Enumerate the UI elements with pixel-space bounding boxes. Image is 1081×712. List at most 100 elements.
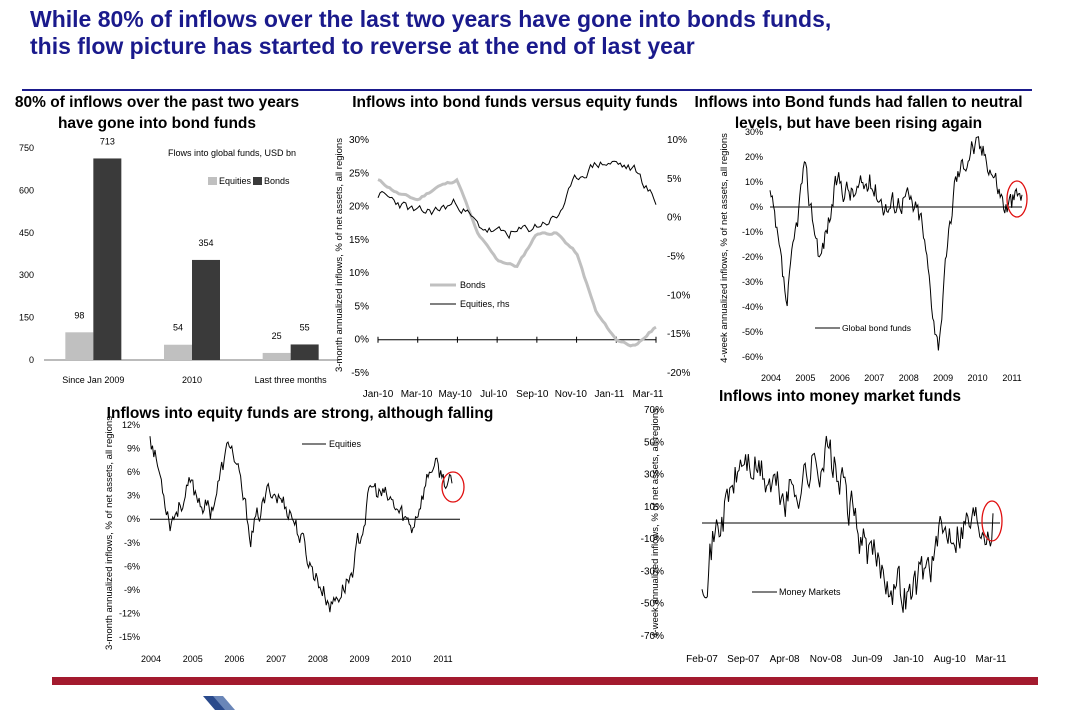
- mm-highlight-circle: [981, 500, 1003, 542]
- bar-ytick: 600: [19, 185, 34, 195]
- bar-ytick: 300: [19, 270, 34, 280]
- bar-equities: [164, 344, 192, 360]
- bondfund-ytick: -10%: [742, 227, 763, 237]
- mm-legend-label: Money Markets: [779, 587, 841, 597]
- bondfund-ytick: -60%: [742, 352, 763, 362]
- bar-category-label: Since Jan 2009: [62, 375, 124, 385]
- panel-title-money-market: Inflows into money market funds: [719, 388, 961, 405]
- mm-ylabel: 4-week annualized inflows, % of net asse…: [650, 408, 661, 638]
- bar-data-label: 25: [272, 331, 282, 341]
- bve-right-ytick: -15%: [667, 329, 690, 340]
- eqfund-ytick: -12%: [119, 608, 140, 618]
- bar-bonds: [290, 344, 319, 360]
- footer-rule: [52, 677, 1038, 685]
- bve-left-ytick: 20%: [349, 202, 369, 213]
- bve-left-ytick: -5%: [351, 368, 369, 379]
- bve-right-ytick: -5%: [667, 252, 685, 263]
- bar-legend-swatch: [208, 177, 217, 185]
- header-line-1: While 80% of inflows over the last two y…: [30, 6, 832, 32]
- bve-xtick: Mar-11: [633, 389, 664, 400]
- eqfund-xtick: 2010: [391, 654, 411, 664]
- mm-xtick: Feb-07: [686, 654, 718, 665]
- bve-xtick: Nov-10: [555, 389, 588, 400]
- eqfund-xtick: 2007: [266, 654, 286, 664]
- bve-left-ytick: 25%: [349, 168, 369, 179]
- panel-title-equity-funds: Inflows into equity funds are strong, al…: [106, 405, 494, 422]
- bar-ytick: 750: [19, 143, 34, 153]
- bar-category-label: Last three months: [255, 375, 328, 385]
- bar-data-label: 713: [100, 136, 115, 146]
- bondfund-xtick: 2005: [795, 373, 815, 383]
- mm-ytick: -70%: [641, 631, 664, 642]
- bar-ytick: 150: [19, 313, 34, 323]
- bar-legend-label: Equities: [219, 176, 252, 186]
- bar-data-label: 54: [173, 323, 183, 333]
- bve-left-ytick: 5%: [355, 301, 370, 312]
- eqfund-ytick: 12%: [122, 420, 140, 430]
- mm-xtick: Jan-10: [893, 654, 924, 665]
- logo-chevron-icon: [203, 696, 235, 710]
- bve-right-ytick: 0%: [667, 213, 682, 224]
- panel-title-bar-chart: 80% of inflows over the past two years h…: [14, 94, 300, 132]
- bve-left-ytick: 10%: [349, 268, 369, 279]
- bve-xtick: Jan-11: [595, 389, 625, 400]
- mm-xtick: Sep-07: [727, 654, 760, 665]
- eqfund-series-line: [149, 436, 453, 613]
- bve-xtick: Jul-10: [480, 389, 508, 400]
- eqfund-ytick: -3%: [124, 538, 140, 548]
- bondfund-xtick: 2008: [899, 373, 919, 383]
- bve-left-ytick: 30%: [349, 135, 369, 146]
- bondfund-series-line: [769, 136, 1023, 351]
- eqfund-xtick: 2005: [183, 654, 203, 664]
- bar-ytick: 0: [29, 355, 34, 365]
- bondfund-xtick: 2010: [968, 373, 988, 383]
- eqfund-ylabel: 3-month annualized inflows, % of net ass…: [104, 416, 115, 650]
- bondfund-xtick: 2007: [864, 373, 884, 383]
- eqfund-xtick: 2004: [141, 654, 161, 664]
- bve-xtick: Sep-10: [516, 389, 549, 400]
- mm-ytick: 10%: [644, 502, 664, 513]
- header-rule: [22, 89, 1032, 91]
- bve-right-ytick: 10%: [667, 135, 687, 146]
- bar-ytick: 450: [19, 228, 34, 238]
- eqfund-xtick: 2011: [433, 654, 452, 664]
- bar-data-label: 98: [74, 310, 84, 320]
- mm-ytick: 70%: [644, 405, 664, 416]
- bondfund-xtick: 2006: [830, 373, 850, 383]
- eqfund-ytick: -6%: [124, 561, 140, 571]
- eqfund-xtick: 2009: [350, 654, 370, 664]
- bve-legend-equities-label: Equities, rhs: [460, 299, 510, 309]
- bar-category-label: 2010: [182, 375, 202, 385]
- mm-ytick: 50%: [644, 437, 664, 448]
- bar-equities: [65, 332, 94, 360]
- mm-xtick: Nov-08: [810, 654, 843, 665]
- bve-ylabel: 3-month annualized inflows, % of net ass…: [334, 138, 345, 372]
- bondfund-highlight-circle: [1006, 180, 1028, 218]
- bondfund-xtick: 2011: [1002, 373, 1021, 383]
- bondfund-ytick: 10%: [745, 177, 763, 187]
- mm-xtick: Mar-11: [976, 654, 1007, 665]
- bve-left-ytick: 0%: [355, 335, 370, 346]
- bondfund-ytick: -30%: [742, 277, 763, 287]
- eqfund-ytick: -9%: [124, 585, 140, 595]
- bondfund-ytick: 20%: [745, 152, 763, 162]
- bve-left-ytick: 15%: [349, 235, 369, 246]
- eqfund-ytick: 3%: [127, 491, 140, 501]
- panel-title-bond-funds: Inflows into Bond funds had fallen to ne…: [694, 94, 1023, 132]
- bondfund-legend-label: Global bond funds: [842, 323, 911, 333]
- eqfund-ytick: -15%: [119, 632, 140, 642]
- bve-right-ytick: 5%: [667, 174, 682, 185]
- bve-legend-bonds-label: Bonds: [460, 280, 486, 290]
- mm-xtick: Apr-08: [770, 654, 800, 665]
- bar-data-label: 55: [300, 322, 310, 332]
- bar-legend-swatch: [253, 177, 262, 185]
- eqfund-highlight-circle: [441, 471, 465, 503]
- panel-title-bonds-vs-equity: Inflows into bond funds versus equity fu…: [352, 94, 678, 111]
- bondfund-ytick: -40%: [742, 302, 763, 312]
- bar-bonds: [192, 259, 220, 360]
- bondfund-xtick: 2004: [761, 373, 781, 383]
- bondfund-ytick: -50%: [742, 327, 763, 337]
- mm-ytick: 30%: [644, 470, 664, 481]
- slide-header: While 80% of inflows over the last two y…: [30, 6, 1070, 60]
- eqfund-xtick: 2006: [224, 654, 244, 664]
